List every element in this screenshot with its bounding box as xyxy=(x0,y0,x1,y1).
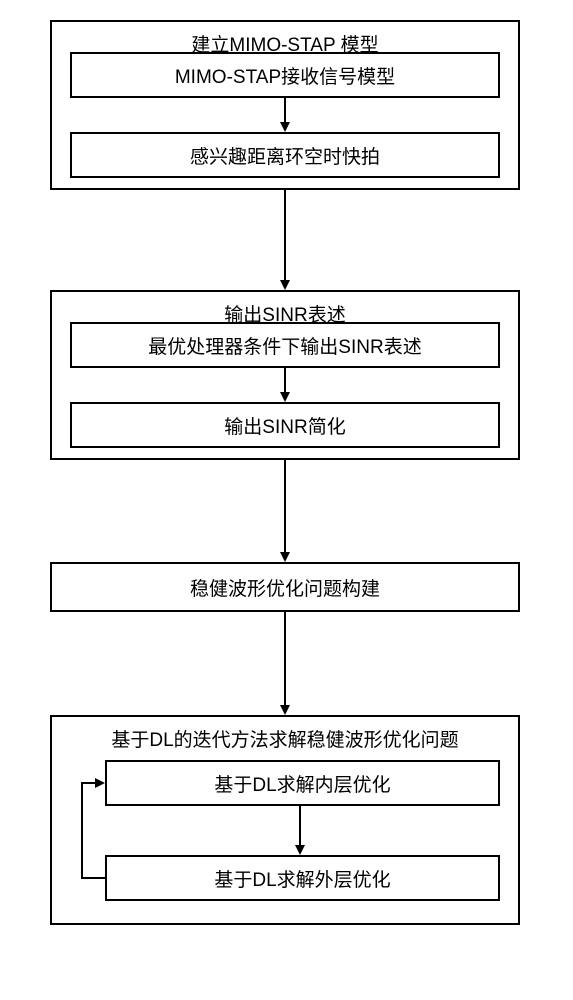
box-dl-outer-optimization: 基于DL求解外层优化 xyxy=(105,855,500,901)
box-mimo-stap-receive-signal: MIMO-STAP接收信号模型 xyxy=(70,52,500,98)
box-optimal-processor-sinr: 最优处理器条件下输出SINR表述 xyxy=(70,322,500,368)
flowchart-canvas: 建立MIMO-STAP 模型 MIMO-STAP接收信号模型 感兴趣距离环空时快… xyxy=(0,0,573,1000)
box-range-ring-snapshot: 感兴趣距离环空时快拍 xyxy=(70,132,500,178)
box-sinr-simplification: 输出SINR简化 xyxy=(70,402,500,448)
box-robust-waveform-problem: 稳健波形优化问题构建 xyxy=(50,562,520,612)
box-dl-inner-optimization: 基于DL求解内层优化 xyxy=(105,760,500,806)
group-dl-iterative-method-title: 基于DL的迭代方法求解稳健波形优化问题 xyxy=(52,725,518,752)
